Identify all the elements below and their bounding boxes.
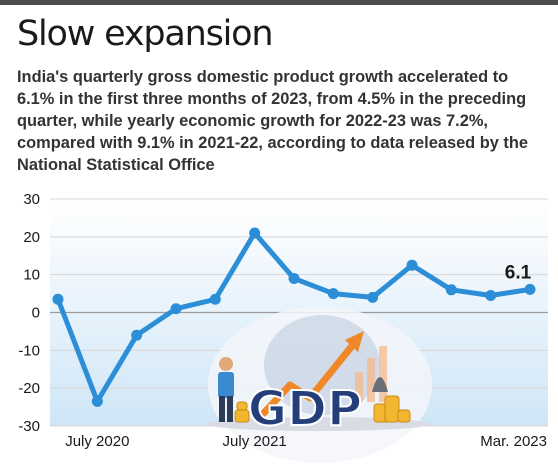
data-point [249,227,261,239]
y-tick-label: -30 [18,418,40,435]
coin-stack-icon [397,409,411,423]
trend-arrow-icon [258,342,356,419]
data-point [327,288,339,300]
data-point [288,272,300,284]
chart-title: Slow expansion [17,14,274,54]
chart-subtitle: India's quarterly gross domestic product… [17,68,529,174]
data-point [91,395,103,407]
coin-stack-icon [236,401,248,411]
x-tick-label: Mar. 2023 [480,433,547,450]
person-icon [218,357,234,422]
person-leg [219,396,225,422]
coin-stack-icon [384,395,400,423]
y-tick-label: -20 [18,380,40,397]
data-point [209,293,221,305]
data-point [445,284,457,296]
bar-chart-icon [355,372,363,402]
y-tick-label: 10 [23,267,40,284]
gdp-illustration: GDP [206,307,432,463]
y-tick-label: -10 [18,342,40,359]
x-tick-label: July 2021 [223,433,287,450]
trend-arrow-head [345,331,364,352]
x-tick-label: July 2020 [65,433,129,450]
data-point [52,293,64,305]
bar-chart-icon [379,346,387,402]
y-tick-label: 30 [23,191,40,208]
bar-chart-icon [367,358,375,402]
data-point [524,283,536,295]
data-label: 6.1 [505,262,532,283]
money-bag-icon [372,377,388,392]
gdp-text: GDP [248,381,362,437]
person-head [219,357,233,371]
data-point [406,259,418,271]
data-point [485,289,497,301]
data-point [131,329,143,341]
y-tick-label: 20 [23,229,40,246]
y-tick-label: 0 [32,305,40,322]
data-point [367,291,379,303]
person-leg [227,396,233,422]
data-point [170,303,182,315]
top-rule [0,0,558,5]
person-body [218,372,234,398]
